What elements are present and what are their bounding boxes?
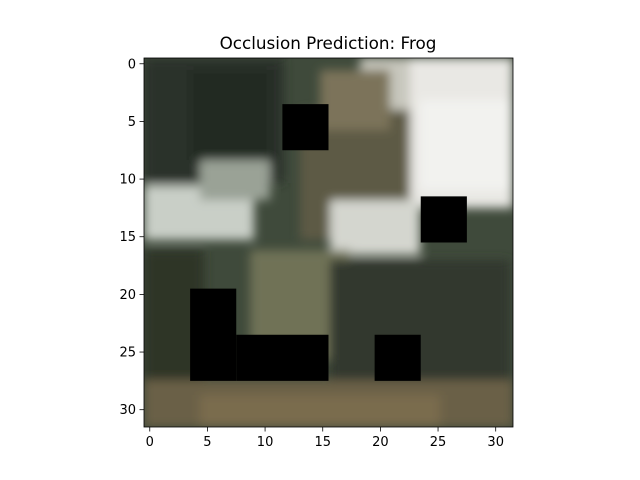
occlusion-patch [190, 288, 237, 381]
x-axis: 0 5 10 15 20 25 30 [146, 427, 504, 450]
occlusion-patch [374, 334, 421, 381]
y-tick-label: 10 [119, 173, 136, 188]
plot-frame [143, 57, 514, 428]
y-tick-label: 30 [119, 403, 136, 418]
x-tick-label: 20 [372, 435, 389, 450]
x-tick-label: 15 [314, 435, 331, 450]
occlusion-patch [236, 334, 329, 381]
occlusion-patch [282, 104, 329, 151]
x-tick-label: 0 [146, 435, 154, 450]
y-tick-label: 15 [119, 230, 136, 245]
y-tick-label: 5 [128, 115, 136, 130]
chart-title: Occlusion Prediction: Frog [220, 33, 437, 53]
y-tick-label: 20 [119, 288, 136, 303]
x-tick-label: 10 [257, 435, 274, 450]
y-tick-label: 0 [128, 57, 136, 72]
x-tick-label: 30 [487, 435, 504, 450]
x-tick-label: 5 [203, 435, 211, 450]
occlusion-patch [420, 196, 467, 243]
y-tick-label: 25 [119, 346, 136, 361]
image-area [143, 57, 514, 428]
occlusion-patches [190, 104, 467, 381]
x-tick-label: 25 [430, 435, 447, 450]
y-axis: 0 5 10 15 20 25 30 [119, 57, 144, 418]
